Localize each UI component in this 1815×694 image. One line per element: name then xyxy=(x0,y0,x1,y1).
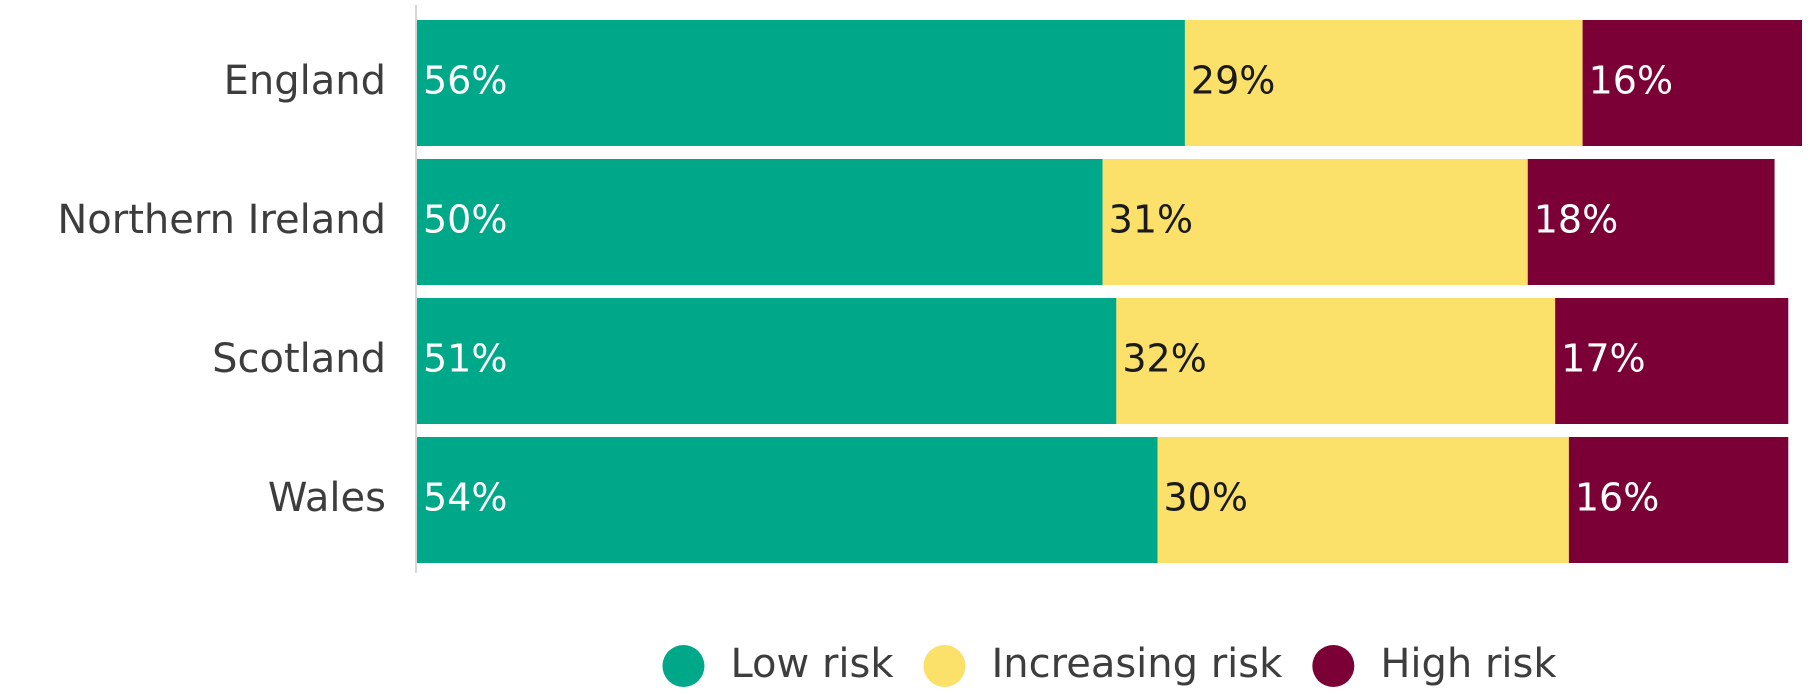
legend-marker-high-risk xyxy=(1312,645,1355,687)
bars-layer: 56% 29% 16% 50% 31% 18% 51% 32% 17% 54% 30% 16% xyxy=(417,20,1802,563)
bar-wales-increasing-risk xyxy=(1157,437,1569,563)
legend-label-low-risk: Low risk xyxy=(730,641,894,687)
bar-scotland-low-risk xyxy=(417,298,1117,424)
bar-wales-low-risk xyxy=(417,437,1158,563)
legend-item-high-risk: High risk xyxy=(1312,641,1557,687)
data-label-scotland-low-risk: 51% xyxy=(423,337,507,381)
data-label-northern-ireland-low-risk: 50% xyxy=(423,198,507,242)
bar-scotland-increasing-risk xyxy=(1116,298,1556,424)
bar-northern-ireland-low-risk xyxy=(417,159,1103,285)
legend-marker-increasing-risk xyxy=(923,645,966,687)
legend-label-high-risk: High risk xyxy=(1380,641,1557,687)
legend: Low risk Increasing risk High risk xyxy=(662,641,1557,687)
category-label-wales: Wales xyxy=(268,475,386,521)
data-label-england-high-risk: 16% xyxy=(1589,59,1673,103)
bar-wales-high-risk xyxy=(1568,437,1789,563)
legend-marker-low-risk xyxy=(662,645,705,687)
data-label-wales-high-risk: 16% xyxy=(1575,476,1659,520)
legend-item-low-risk: Low risk xyxy=(662,641,894,687)
bar-scotland-high-risk xyxy=(1555,298,1789,424)
bar-northern-ireland-increasing-risk xyxy=(1102,159,1528,285)
data-label-northern-ireland-increasing-risk: 31% xyxy=(1109,198,1193,242)
data-label-scotland-increasing-risk: 32% xyxy=(1122,337,1206,381)
data-label-wales-increasing-risk: 30% xyxy=(1163,476,1247,520)
data-label-scotland-high-risk: 17% xyxy=(1561,337,1645,381)
category-label-scotland: Scotland xyxy=(212,336,386,382)
data-label-northern-ireland-high-risk: 18% xyxy=(1534,198,1618,242)
data-label-england-increasing-risk: 29% xyxy=(1191,59,1275,103)
category-label-england: England xyxy=(224,58,386,104)
bar-england-high-risk xyxy=(1582,20,1802,146)
legend-item-increasing-risk: Increasing risk xyxy=(923,641,1284,687)
bar-england-increasing-risk xyxy=(1184,20,1583,146)
category-labels: England Northern Ireland Scotland Wales xyxy=(57,58,386,521)
data-label-wales-low-risk: 54% xyxy=(423,476,507,520)
bar-england-low-risk xyxy=(417,20,1185,146)
data-label-england-low-risk: 56% xyxy=(423,59,507,103)
bar-northern-ireland-high-risk xyxy=(1527,159,1775,285)
category-label-northern-ireland: Northern Ireland xyxy=(57,197,386,243)
legend-label-increasing-risk: Increasing risk xyxy=(992,641,1284,687)
